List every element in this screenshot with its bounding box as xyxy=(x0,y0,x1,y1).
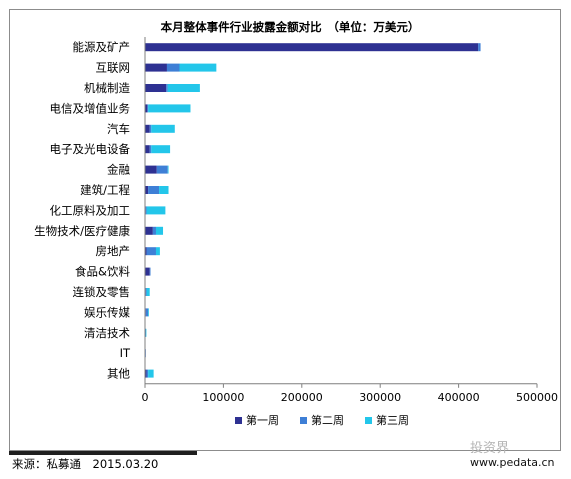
category-label: 汽车 xyxy=(107,122,130,136)
legend-swatch xyxy=(235,417,242,424)
bar-segment xyxy=(145,43,479,52)
category-label: 清洁技术 xyxy=(84,326,130,340)
bar-segment xyxy=(149,267,151,276)
bar-segment xyxy=(145,63,167,72)
source-bar xyxy=(9,451,197,455)
bar-segment xyxy=(145,267,150,276)
category-label: 化工原料及加工 xyxy=(50,203,131,217)
bar-segment xyxy=(156,165,168,174)
chart-title: 本月整体事件行业披露金额对比 （单位：万美元） xyxy=(161,20,420,34)
bar-segment xyxy=(179,63,217,72)
legend-label: 第二周 xyxy=(311,413,344,427)
stacked-bar-chart: 本月整体事件行业披露金额对比 （单位：万美元） 能源及矿产互联网机械制造电信及增… xyxy=(34,20,558,427)
legend-swatch xyxy=(300,417,307,424)
source-text: 来源：私募通 2015.03.20 xyxy=(12,457,159,471)
bar-segment xyxy=(145,124,150,133)
bar-segment xyxy=(151,145,171,154)
bar-segment xyxy=(145,288,147,296)
category-label: 建筑/工程 xyxy=(80,183,130,197)
bar-segment xyxy=(145,328,146,337)
bar-segment xyxy=(155,247,160,256)
category-labels: 能源及矿产互联网机械制造电信及增值业务汽车电子及光电设备金融建筑/工程化工原料及… xyxy=(34,40,131,380)
category-label: IT xyxy=(120,346,131,360)
bar-segment xyxy=(148,369,154,378)
bar-segment xyxy=(146,288,150,296)
x-tick-label: 0 xyxy=(142,391,149,404)
legend-label: 第一周 xyxy=(246,413,279,427)
category-label: 生物技术/医疗健康 xyxy=(34,224,130,238)
x-tick-label: 200000 xyxy=(281,391,323,404)
bar-segment xyxy=(149,124,152,133)
category-label: 互联网 xyxy=(96,61,131,75)
bar-segment xyxy=(146,369,149,378)
legend-swatch xyxy=(365,417,372,424)
bar-segment xyxy=(145,84,167,92)
category-label: 房地产 xyxy=(96,244,131,258)
category-label: 能源及矿产 xyxy=(73,40,131,54)
bar-segment xyxy=(155,226,164,235)
category-label: 电信及增值业务 xyxy=(50,101,131,115)
bar-segment xyxy=(149,145,152,154)
category-label: 食品&饮料 xyxy=(75,265,130,279)
bar-segment xyxy=(145,328,147,337)
category-label: 其他 xyxy=(107,367,130,381)
chart-frame: 本月整体事件行业披露金额对比 （单位：万美元） 能源及矿产互联网机械制造电信及增… xyxy=(9,9,561,451)
bar-segment xyxy=(145,206,147,215)
legend: 第一周 第二周 第三周 xyxy=(235,413,409,427)
bar-segment xyxy=(146,206,166,215)
category-label: 娱乐传媒 xyxy=(84,305,130,319)
category-label: 连锁及零售 xyxy=(73,285,131,299)
bar-segment xyxy=(148,186,160,194)
watermark-logo: 投资界 xyxy=(470,441,510,456)
bar-segment xyxy=(151,124,175,133)
bar-segment xyxy=(166,63,180,72)
bar-segment xyxy=(478,43,481,52)
x-tick-label: 500000 xyxy=(516,391,558,404)
bar-segment xyxy=(145,165,157,174)
watermark-url: www.pedata.cn xyxy=(470,456,555,469)
bar-segment xyxy=(166,84,168,92)
bar-segment xyxy=(145,186,149,194)
bar-segment xyxy=(147,104,149,113)
x-tick-label: 100000 xyxy=(202,391,244,404)
legend-label: 第三周 xyxy=(376,413,409,427)
bar-segment xyxy=(145,145,150,154)
bar-segment xyxy=(159,186,169,194)
bar-segment xyxy=(148,104,191,113)
bar-segment xyxy=(145,226,153,235)
bar-segment xyxy=(145,247,147,256)
category-label: 机械制造 xyxy=(84,81,130,95)
category-label: 电子及光电设备 xyxy=(50,142,131,156)
bar-segment xyxy=(145,104,148,113)
bar-segment xyxy=(167,84,200,92)
bar-segment xyxy=(148,308,149,317)
bar-segment xyxy=(145,308,149,317)
x-tick-label: 300000 xyxy=(359,391,401,404)
bars-group xyxy=(145,43,481,378)
category-label: 金融 xyxy=(107,163,130,177)
x-tick-label: 400000 xyxy=(438,391,480,404)
bar-segment xyxy=(167,165,169,174)
x-axis: 0 100000 200000 300000 400000 500000 xyxy=(142,37,558,404)
bar-segment xyxy=(152,226,156,235)
bar-segment xyxy=(145,369,147,378)
bar-segment xyxy=(146,247,156,256)
